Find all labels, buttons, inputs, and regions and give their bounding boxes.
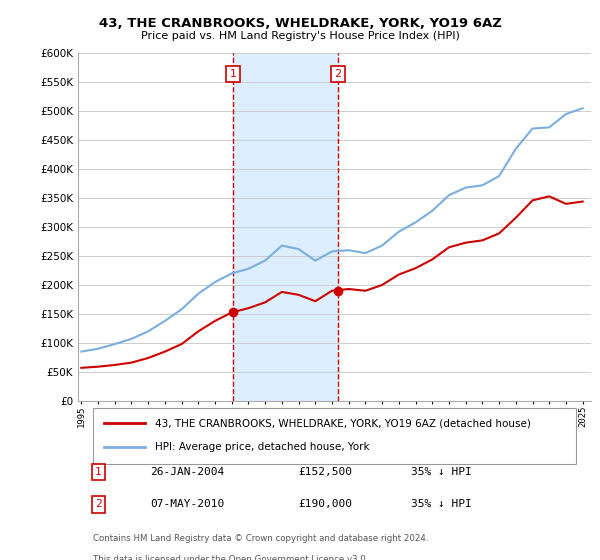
Text: 2: 2 [95, 500, 102, 510]
FancyBboxPatch shape [94, 408, 575, 464]
Text: 43, THE CRANBROOKS, WHELDRAKE, YORK, YO19 6AZ: 43, THE CRANBROOKS, WHELDRAKE, YORK, YO1… [98, 17, 502, 30]
Text: 2: 2 [334, 69, 341, 79]
Text: Contains HM Land Registry data © Crown copyright and database right 2024.: Contains HM Land Registry data © Crown c… [94, 534, 429, 543]
Text: Price paid vs. HM Land Registry's House Price Index (HPI): Price paid vs. HM Land Registry's House … [140, 31, 460, 41]
Text: 07-MAY-2010: 07-MAY-2010 [150, 500, 224, 510]
Text: This data is licensed under the Open Government Licence v3.0.: This data is licensed under the Open Gov… [94, 555, 369, 560]
Text: 1: 1 [229, 69, 236, 79]
Text: 26-JAN-2004: 26-JAN-2004 [150, 467, 224, 477]
Text: £152,500: £152,500 [299, 467, 353, 477]
Text: 35% ↓ HPI: 35% ↓ HPI [412, 500, 472, 510]
Text: 35% ↓ HPI: 35% ↓ HPI [412, 467, 472, 477]
Bar [233, 53, 338, 401]
Text: £190,000: £190,000 [299, 500, 353, 510]
Text: HPI: Average price, detached house, York: HPI: Average price, detached house, York [155, 442, 370, 452]
Text: 1: 1 [95, 467, 102, 477]
Text: 43, THE CRANBROOKS, WHELDRAKE, YORK, YO19 6AZ (detached house): 43, THE CRANBROOKS, WHELDRAKE, YORK, YO1… [155, 418, 531, 428]
